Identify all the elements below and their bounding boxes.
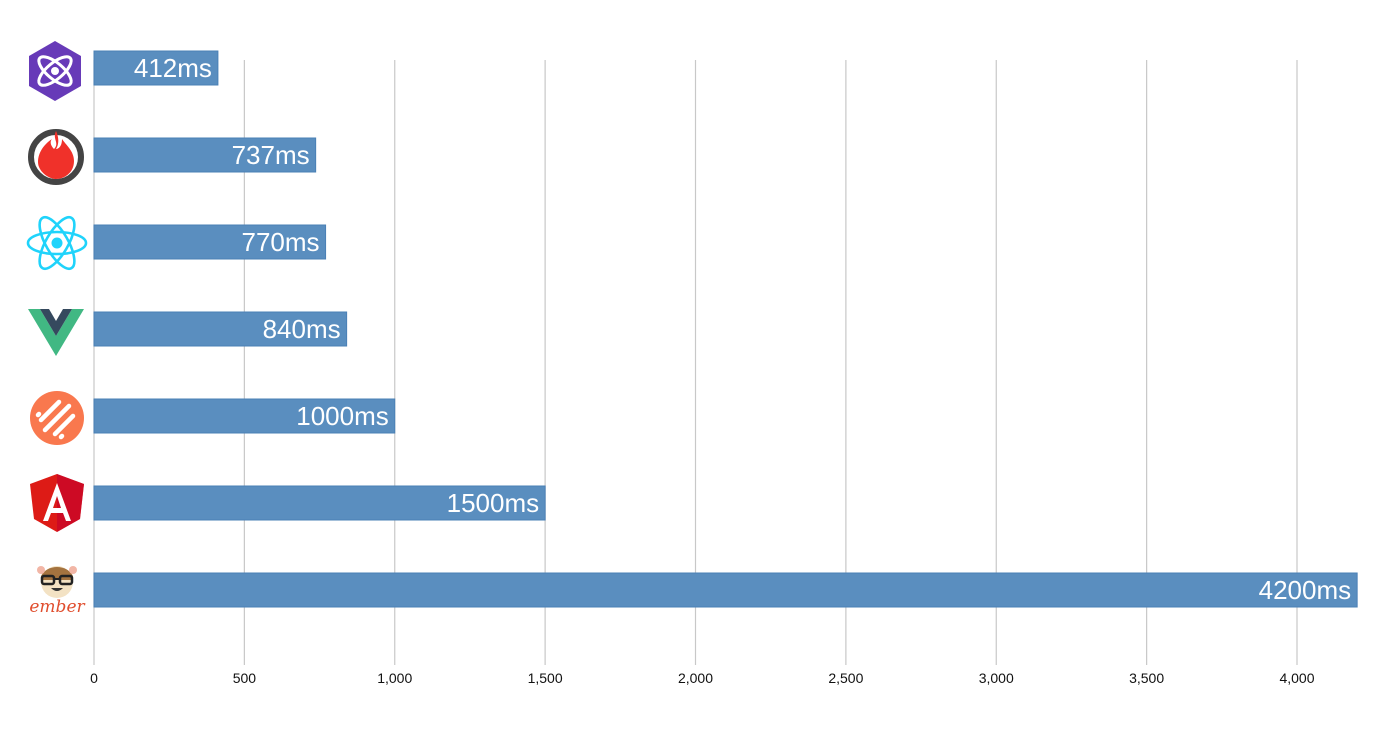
x-tick-label: 2,000 — [678, 670, 713, 686]
angular-logo-icon — [30, 474, 84, 532]
bar-value-label: 4200ms — [1259, 575, 1352, 605]
bar-ember-logo — [93, 572, 1358, 608]
vue-logo-icon — [28, 309, 84, 356]
react-logo-icon — [26, 215, 88, 271]
bar-vue-logo — [93, 311, 348, 347]
bar-value-label: 840ms — [263, 314, 341, 344]
bar-preact-logo — [93, 50, 219, 86]
bar-inferno-logo — [93, 137, 317, 173]
bar-value-label: 412ms — [134, 53, 212, 83]
bar-striped-orange-logo — [93, 398, 396, 434]
ember-logo-icon: ember — [29, 566, 85, 617]
bar-value-label: 770ms — [242, 227, 320, 257]
x-tick-label: 3,500 — [1129, 670, 1164, 686]
striped-orange-logo-icon — [30, 391, 84, 445]
svg-text:ember: ember — [29, 597, 85, 617]
bar-react-logo — [93, 224, 327, 260]
bar-value-label: 737ms — [232, 140, 310, 170]
bar-angular-logo — [93, 485, 546, 521]
x-tick-label: 1,500 — [528, 670, 563, 686]
x-tick-label: 0 — [90, 670, 98, 686]
x-tick-label: 3,000 — [979, 670, 1014, 686]
preact-logo-icon — [29, 41, 81, 101]
inferno-logo-icon — [28, 129, 84, 185]
x-tick-label: 4,000 — [1279, 670, 1314, 686]
bar-value-label: 1500ms — [447, 488, 540, 518]
x-tick-label: 500 — [233, 670, 257, 686]
bar-value-label: 1000ms — [296, 401, 389, 431]
x-tick-label: 1,000 — [377, 670, 412, 686]
x-tick-label: 2,500 — [828, 670, 863, 686]
